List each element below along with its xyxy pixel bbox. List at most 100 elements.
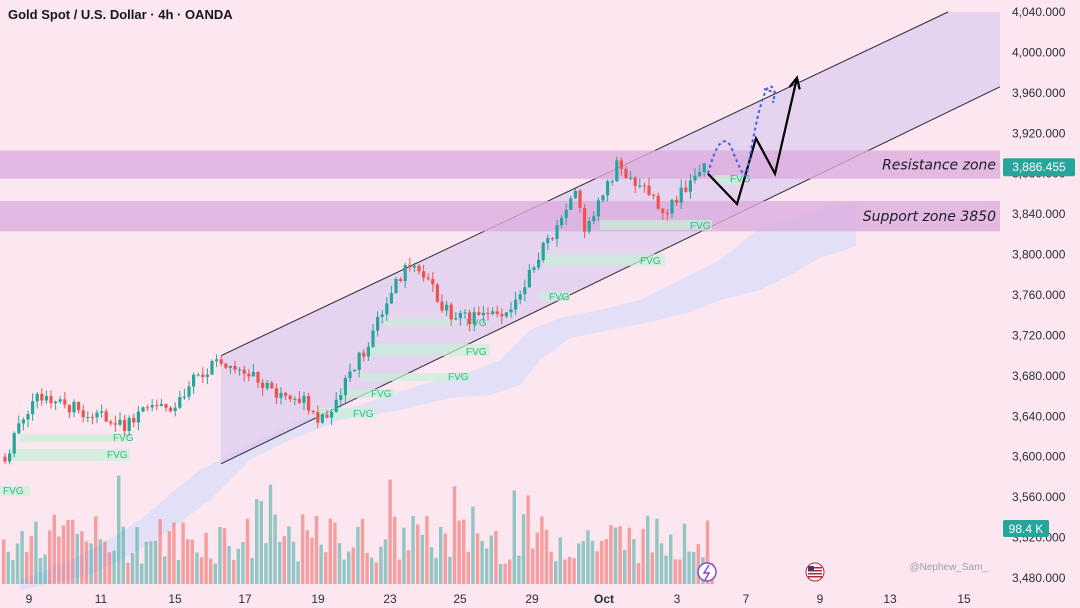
candle-body — [132, 417, 136, 423]
candle-body — [408, 264, 412, 268]
volume-bar — [204, 532, 208, 584]
candle-body — [8, 453, 12, 462]
volume-bar — [618, 526, 622, 584]
volume-bar — [61, 525, 66, 584]
x-tick-label: 7 — [743, 592, 750, 606]
volume-bar — [572, 558, 576, 584]
resistance-zone-label: Resistance zone — [882, 158, 996, 174]
candle-body — [619, 160, 623, 169]
volume-bar — [590, 540, 595, 584]
x-tick-label: 23 — [383, 592, 397, 606]
volume-bar — [328, 518, 332, 584]
candle-body — [684, 187, 688, 192]
volume-bar — [604, 539, 608, 584]
candle-body — [21, 419, 25, 424]
candle-body — [81, 410, 85, 418]
candle-body — [647, 185, 651, 195]
candle-body — [293, 398, 297, 400]
volume-bar — [268, 484, 273, 584]
projection-solid-path — [707, 77, 799, 207]
volume-bar — [517, 555, 521, 584]
volume-bar — [416, 524, 420, 584]
volume-bar — [581, 540, 585, 584]
candle-body — [477, 312, 481, 316]
candle-body — [675, 200, 679, 203]
candle-body — [297, 398, 301, 403]
candle-body — [426, 277, 430, 280]
volume-bar — [236, 548, 240, 584]
volume-bar — [448, 556, 452, 584]
candle-body — [435, 284, 439, 302]
volume-bar — [549, 551, 553, 584]
projection-dotted-path — [707, 85, 776, 177]
watermark: @Nephew_Sam_ — [909, 562, 988, 573]
candle-body — [693, 175, 697, 181]
volume-bar — [425, 515, 429, 584]
volume-bar — [480, 540, 484, 584]
us-flag-icon[interactable] — [805, 562, 825, 582]
candle-body — [233, 365, 237, 370]
candle-body — [394, 279, 398, 294]
fvg-label: FVG — [466, 347, 487, 358]
volume-bar — [646, 515, 650, 584]
volume-bar — [11, 560, 15, 584]
volume-bar — [531, 548, 535, 584]
volume-bar — [48, 530, 52, 584]
fvg-boxes: FVG FVG FVG FVG FVG FVG FVG FVG FVG FVG FVG FVG — [0, 174, 751, 497]
candle-body — [256, 371, 260, 383]
x-tick-label: 15 — [168, 592, 182, 606]
x-tick-label: 13 — [883, 592, 897, 606]
candle-body — [569, 198, 573, 210]
lightning-icon[interactable] — [697, 562, 717, 582]
candle-body — [495, 311, 499, 315]
candle-body — [136, 411, 140, 423]
volume-bar — [218, 527, 222, 584]
candle-body — [247, 373, 251, 377]
candle-body — [468, 312, 472, 325]
fvg-box — [0, 486, 30, 496]
fvg-label: FVG — [113, 433, 134, 444]
us-flag-stripe — [808, 573, 822, 575]
volume-bar — [544, 529, 549, 584]
volume-bar — [71, 519, 75, 584]
candle-body — [104, 411, 108, 422]
channel-upper-line — [220, 11, 949, 357]
volume-bar — [567, 556, 572, 584]
candle-body — [578, 190, 582, 208]
volume-bar — [489, 535, 493, 584]
candle-body — [385, 303, 389, 315]
candle-body — [638, 185, 642, 187]
candle-body — [288, 395, 292, 400]
volume-bar — [678, 559, 682, 584]
candle-body — [348, 371, 352, 379]
candle-body — [656, 195, 660, 209]
x-tick-label: 25 — [453, 592, 467, 606]
volume-bar — [264, 543, 268, 584]
chart-title: Gold Spot / U.S. Dollar · 4h · OANDA — [8, 7, 233, 22]
candle-body — [215, 359, 219, 362]
volume-bar — [6, 551, 10, 584]
candle-body — [573, 190, 577, 199]
candle-body — [343, 378, 347, 396]
candle-body — [228, 365, 232, 368]
volume-bar — [57, 536, 61, 584]
volume-bar — [107, 552, 112, 584]
candle-body — [353, 369, 357, 372]
volume-bar — [167, 530, 171, 584]
support-zone-label: Support zone 3850 — [863, 209, 996, 225]
candle-body — [123, 419, 127, 432]
candle-body — [187, 386, 191, 397]
candle-body — [399, 279, 403, 282]
volume-bar — [121, 526, 125, 584]
zones: Resistance zone Support zone 3850 — [0, 150, 1000, 232]
candle-body — [325, 414, 329, 418]
candle-body — [698, 172, 702, 176]
y-tick-label: 3,560.000 — [1012, 490, 1066, 504]
candle-body — [546, 238, 550, 243]
volume-bar — [287, 526, 291, 584]
volume-bar — [94, 516, 98, 584]
candle-body — [454, 318, 458, 320]
fvg-box — [10, 449, 130, 461]
candle-body — [100, 411, 104, 413]
